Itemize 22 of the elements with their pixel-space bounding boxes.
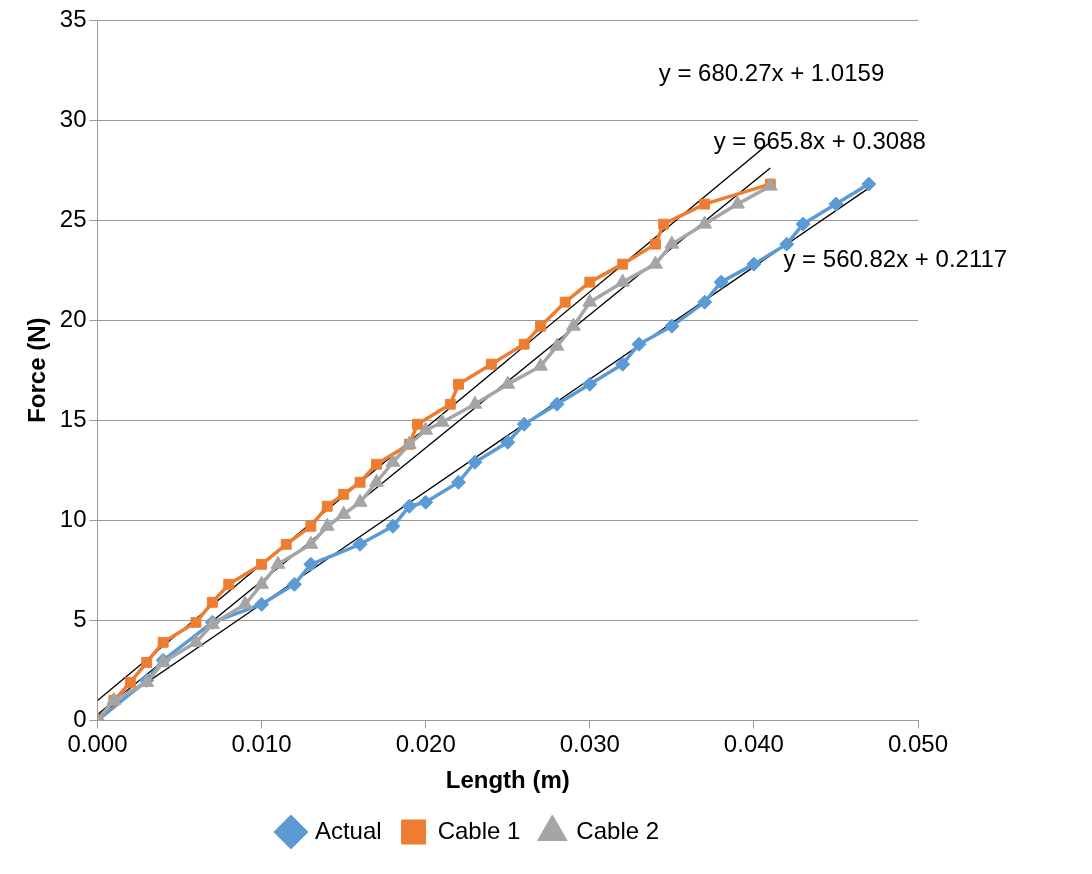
y-axis-title: Force (N) (23, 317, 51, 423)
legend-label: Cable 1 (437, 816, 521, 844)
x-tick-label: 0.050 (887, 730, 949, 758)
y-tick-label: 5 (73, 604, 87, 632)
y-tick-label: 35 (59, 4, 87, 32)
legend-label: Cable 2 (576, 816, 660, 844)
y-tick-label: 30 (59, 104, 87, 132)
y-tick-label: 20 (59, 304, 87, 332)
y-tick-label: 0 (73, 705, 87, 733)
x-tick-label: 0.020 (395, 730, 456, 758)
annotation: y = 665.8x + 0.3088 (713, 127, 926, 155)
legend-label: Actual (314, 816, 382, 844)
x-tick-label: 0.030 (559, 730, 620, 758)
annotation: y = 680.27x + 1.0159 (658, 59, 885, 87)
annotation: y = 560.82x + 0.2117 (783, 244, 1008, 272)
x-tick-label: 0.010 (231, 730, 292, 758)
x-tick-label: 0.000 (67, 730, 128, 758)
y-tick-label: 10 (59, 504, 87, 532)
y-tick-label: 15 (59, 404, 87, 432)
x-tick-label: 0.040 (723, 730, 784, 758)
x-axis-title: Length (m) (445, 766, 570, 794)
y-tick-label: 25 (59, 204, 87, 232)
